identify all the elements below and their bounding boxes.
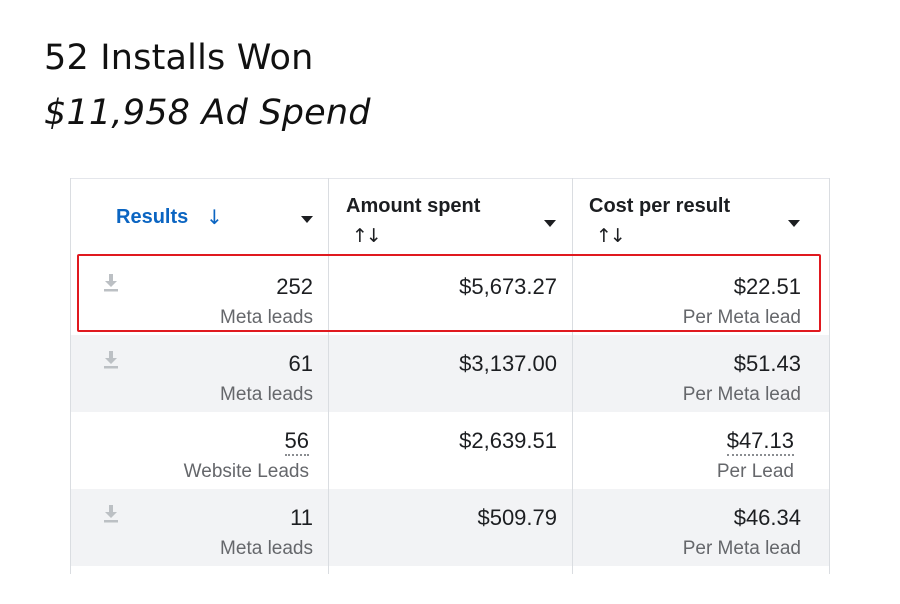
- table-row[interactable]: 11 Meta leads $509.79 $46.34 Per Meta le…: [70, 489, 830, 566]
- column-header-amount-spent[interactable]: Amount spent ↑↓: [328, 178, 572, 258]
- highlight-box: [77, 254, 821, 332]
- amount-spent-value: $5,673.27: [459, 274, 557, 299]
- results-type: Website Leads: [183, 461, 309, 482]
- results-value: 11: [290, 505, 313, 530]
- cost-per-result-value: $22.51: [733, 274, 801, 299]
- column-divider: [829, 178, 830, 574]
- download-icon[interactable]: [102, 273, 120, 293]
- column-divider: [328, 178, 329, 574]
- cost-per-result-type: Per Meta lead: [682, 384, 801, 405]
- amount-spent-value: $509.79: [477, 505, 557, 530]
- results-type: Meta leads: [220, 384, 313, 405]
- results-type: Meta leads: [220, 307, 313, 328]
- cost-per-result-header-label: Cost per result: [589, 195, 731, 217]
- sort-descending-icon[interactable]: ↓: [206, 205, 223, 229]
- table-row[interactable]: 56 Website Leads $2,639.51 $47.13 Per Le…: [70, 412, 830, 489]
- results-value[interactable]: 56: [284, 428, 309, 456]
- cost-per-result-type: Per Meta lead: [682, 538, 801, 559]
- column-divider: [70, 178, 71, 574]
- sort-toggle-icon[interactable]: ↑↓: [596, 225, 626, 247]
- dropdown-caret-icon[interactable]: [544, 220, 556, 227]
- cost-per-result-value: $51.43: [733, 351, 801, 376]
- cost-per-result-value: $46.34: [733, 505, 801, 530]
- column-header-cost-per-result[interactable]: Cost per result ↑↓: [572, 178, 830, 258]
- download-icon[interactable]: [102, 350, 120, 370]
- table-row[interactable]: 61 Meta leads $3,137.00 $51.43 Per Meta …: [70, 335, 830, 412]
- cost-per-result-value[interactable]: $47.13: [726, 428, 794, 456]
- results-header-label: Results: [116, 206, 189, 228]
- sort-toggle-icon[interactable]: ↑↓: [352, 225, 382, 247]
- results-table: Results ↓ Amount spent ↑↓ Cost per resul…: [70, 178, 830, 574]
- amount-spent-header-label: Amount spent: [346, 195, 481, 217]
- installs-headline: 52 Installs Won: [44, 38, 314, 78]
- amount-spent-value: $3,137.00: [459, 351, 557, 376]
- ad-spend-headline: $11,958 Ad Spend: [44, 93, 371, 133]
- results-value: 61: [288, 351, 313, 376]
- column-header-results[interactable]: Results ↓: [70, 178, 328, 258]
- download-icon[interactable]: [102, 504, 120, 524]
- dropdown-caret-icon[interactable]: [301, 216, 313, 223]
- amount-spent-value: $2,639.51: [459, 428, 557, 453]
- cost-per-result-type: Per Meta lead: [682, 307, 801, 328]
- dropdown-caret-icon[interactable]: [788, 220, 800, 227]
- cost-per-result-type: Per Lead: [716, 461, 794, 482]
- column-divider: [572, 178, 573, 574]
- table-row[interactable]: 252 Meta leads $5,673.27 $22.51 Per Meta…: [70, 258, 830, 335]
- results-value: 252: [276, 274, 313, 299]
- results-type: Meta leads: [220, 538, 313, 559]
